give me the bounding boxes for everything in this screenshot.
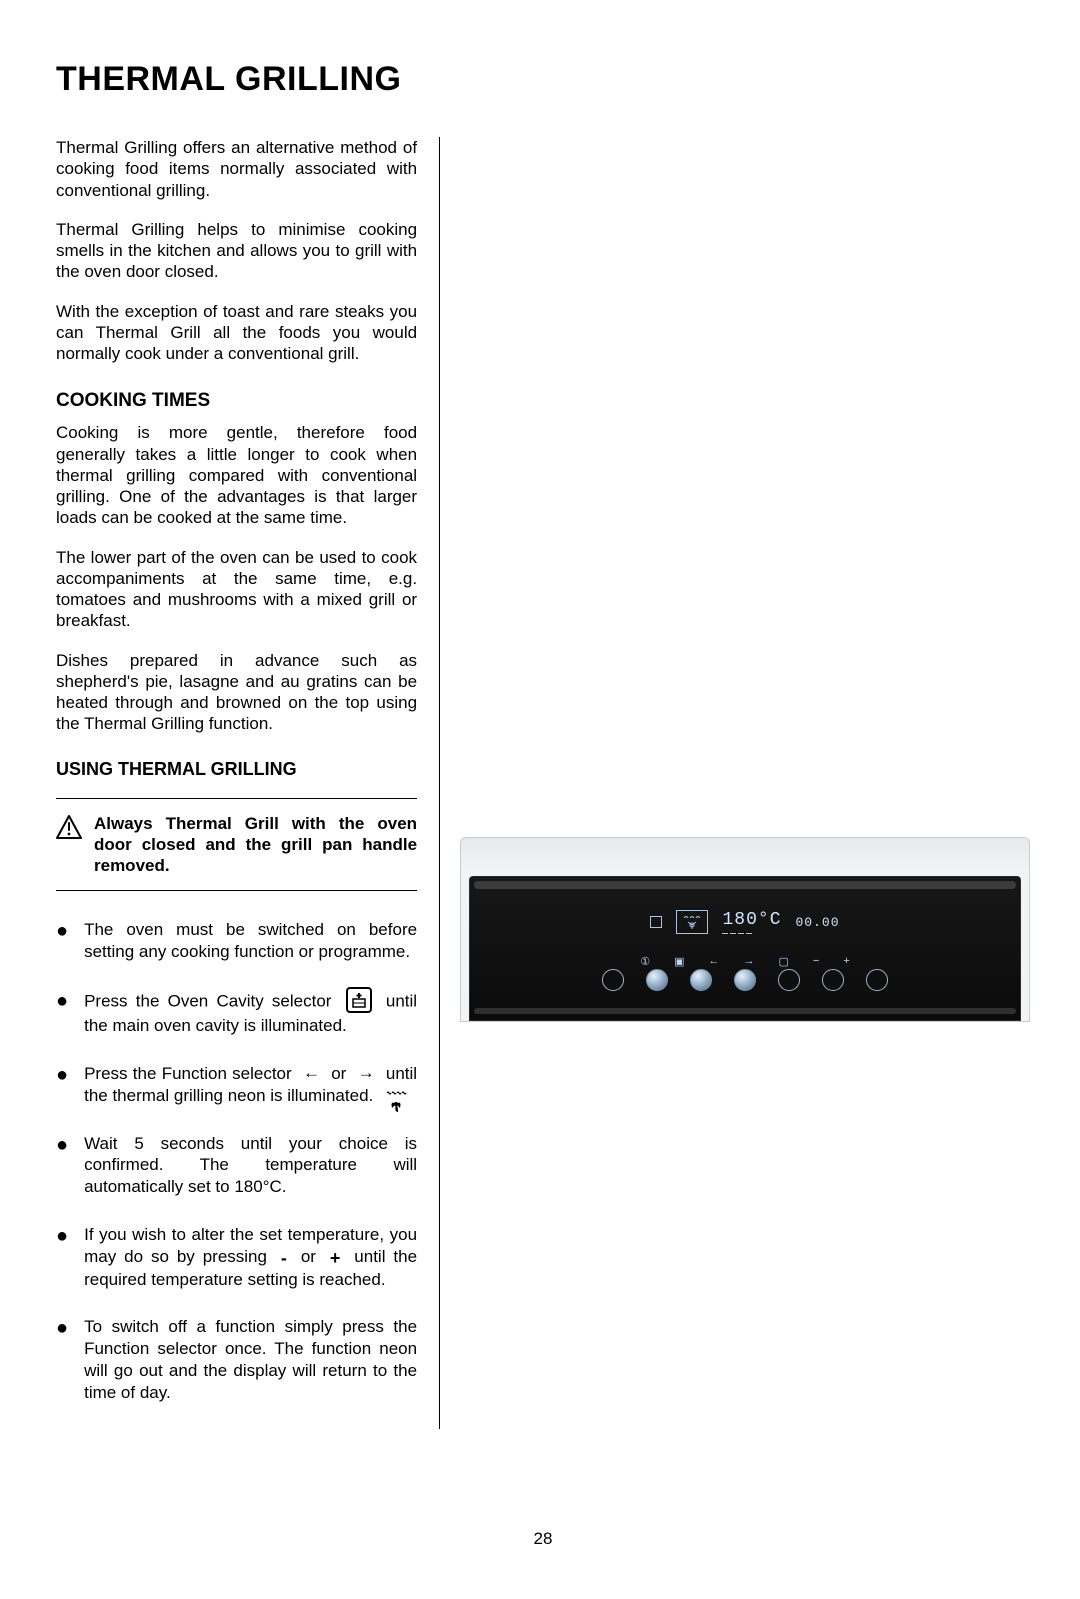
bullet-icon: ● xyxy=(56,1224,68,1291)
left-column: Thermal Grilling offers an alternative m… xyxy=(56,137,439,1429)
step-4: ● Wait 5 seconds until your choice is co… xyxy=(56,1133,417,1198)
content-columns: Thermal Grilling offers an alternative m… xyxy=(56,137,1030,1429)
step-text: If you wish to alter the set temperature… xyxy=(84,1224,417,1291)
bullet-icon: ● xyxy=(56,1063,68,1107)
step-3: ● Press the Function selector ← or → unt… xyxy=(56,1063,417,1107)
warning-icon xyxy=(56,813,84,877)
bullet-icon: ● xyxy=(56,989,68,1037)
right-arrow-icon: → xyxy=(358,1062,375,1084)
step-6: ● To switch off a function simply press … xyxy=(56,1316,417,1403)
plus-icon: + xyxy=(330,1247,341,1270)
func-left-button[interactable] xyxy=(690,969,712,991)
temp-underline xyxy=(722,930,752,934)
page-number: 28 xyxy=(56,1429,1030,1549)
func-right-button[interactable] xyxy=(734,969,756,991)
page-title: THERMAL GRILLING xyxy=(56,60,1030,99)
step-text: Wait 5 seconds until your choice is conf… xyxy=(84,1133,417,1198)
warning-box: Always Thermal Grill with the oven door … xyxy=(56,798,417,892)
cooking-times-p2: The lower part of the oven can be used t… xyxy=(56,547,417,632)
minus-icon: - xyxy=(281,1247,287,1270)
left-arrow-icon: ← xyxy=(303,1062,320,1084)
power-icon: ① xyxy=(640,955,650,968)
power-button[interactable] xyxy=(602,969,624,991)
button-row xyxy=(470,969,1020,991)
minus-button[interactable] xyxy=(822,969,844,991)
step-text: The oven must be switched on before sett… xyxy=(84,919,417,963)
intro-p2: Thermal Grilling helps to minimise cooki… xyxy=(56,219,417,283)
timer-button[interactable] xyxy=(778,969,800,991)
plus-label-icon: + xyxy=(843,955,849,968)
warning-text: Always Thermal Grill with the oven door … xyxy=(94,813,417,877)
cavity-indicator-icon xyxy=(650,916,662,928)
page: THERMAL GRILLING Thermal Grilling offers… xyxy=(0,0,1080,1599)
cooking-times-heading: COOKING TIMES xyxy=(56,390,417,412)
function-indicator-icon xyxy=(676,910,708,934)
button-icon-row: ① ▣ ← → ▢ − + xyxy=(470,955,1020,968)
thermal-grill-icon xyxy=(384,1090,408,1110)
plus-button[interactable] xyxy=(866,969,888,991)
right-column: 180°C 00.00 ① ▣ ← → ▢ xyxy=(440,137,1030,1429)
step-text: To switch off a function simply press th… xyxy=(84,1316,417,1403)
cavity-icon: ▣ xyxy=(674,955,684,968)
cavity-button[interactable] xyxy=(646,969,668,991)
oven-trim-top xyxy=(474,881,1016,889)
bullet-icon: ● xyxy=(56,1133,68,1198)
step-5: ● If you wish to alter the set temperatu… xyxy=(56,1224,417,1291)
oven-trim-bottom xyxy=(474,1008,1016,1014)
cavity-selector-icon xyxy=(346,987,372,1013)
oven-display: 180°C 00.00 xyxy=(610,897,880,947)
using-heading: USING THERMAL GRILLING xyxy=(56,759,417,780)
step-text: Press the Oven Cavity selector until the… xyxy=(84,989,417,1037)
temperature-display: 180°C xyxy=(722,910,781,934)
steps-list: ● The oven must be switched on before se… xyxy=(56,919,417,1403)
oven-top-shade xyxy=(461,838,1029,870)
left-icon: ← xyxy=(709,955,720,968)
step-1: ● The oven must be switched on before se… xyxy=(56,919,417,963)
cooking-times-p1: Cooking is more gentle, therefore food g… xyxy=(56,422,417,528)
minus-label-icon: − xyxy=(813,955,819,968)
oven-panel: 180°C 00.00 ① ▣ ← → ▢ xyxy=(460,837,1030,1022)
bullet-icon: ● xyxy=(56,919,68,963)
oven-illustration: 180°C 00.00 ① ▣ ← → ▢ xyxy=(460,837,1030,1022)
time-display: 00.00 xyxy=(796,915,840,930)
intro-p1: Thermal Grilling offers an alternative m… xyxy=(56,137,417,201)
display-inner: 180°C 00.00 xyxy=(650,910,839,934)
bullet-icon: ● xyxy=(56,1316,68,1403)
right-icon: → xyxy=(744,955,755,968)
timer-icon: ▢ xyxy=(779,955,789,968)
step-2: ● Press the Oven Cavity selector until xyxy=(56,989,417,1037)
intro-p3: With the exception of toast and rare ste… xyxy=(56,301,417,365)
cooking-times-p3: Dishes prepared in advance such as sheph… xyxy=(56,650,417,735)
oven-front: 180°C 00.00 ① ▣ ← → ▢ xyxy=(469,876,1021,1021)
step-text: Press the Function selector ← or → until… xyxy=(84,1063,417,1107)
